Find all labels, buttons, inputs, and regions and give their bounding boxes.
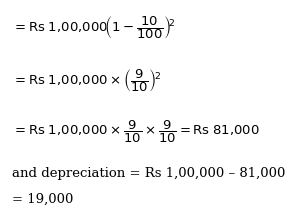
Text: = 19,000: = 19,000 [12,193,73,206]
Text: $= \mathrm{Rs}\; 1{,}00{,}000 \times \dfrac{9}{10} \times \dfrac{9}{10} = \mathr: $= \mathrm{Rs}\; 1{,}00{,}000 \times \df… [12,118,260,145]
Text: and depreciation = Rs 1,00,000 – 81,000: and depreciation = Rs 1,00,000 – 81,000 [12,167,285,180]
Text: $= \mathrm{Rs}\; 1{,}00{,}000 \times \left(\dfrac{9}{10}\right)^{\!2}$: $= \mathrm{Rs}\; 1{,}00{,}000 \times \le… [12,67,161,94]
Text: $= \mathrm{Rs}\; 1{,}00{,}000\!\left(1 - \dfrac{10}{100}\right)^{\!2}$: $= \mathrm{Rs}\; 1{,}00{,}000\!\left(1 -… [12,14,175,41]
